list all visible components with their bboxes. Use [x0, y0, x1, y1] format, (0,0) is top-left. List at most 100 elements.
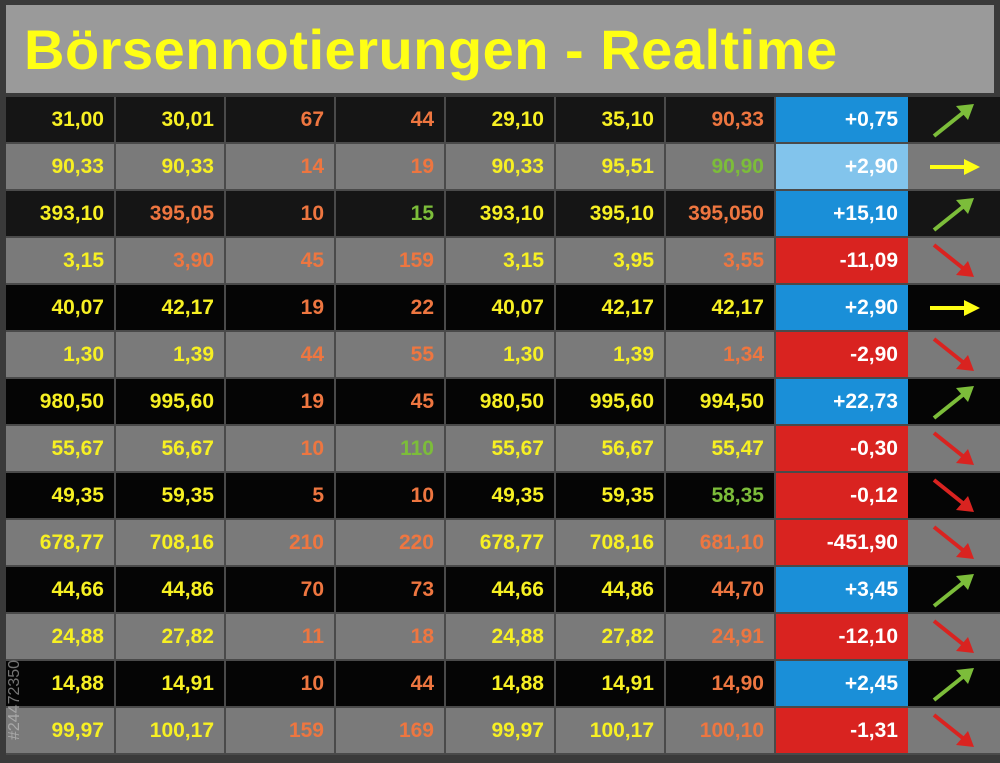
quote-cell: 3,15: [6, 238, 116, 285]
quote-cell: 14: [226, 144, 336, 191]
change-cell: -1,31: [776, 708, 908, 755]
quote-cell: 44,86: [556, 567, 666, 614]
quote-cell: 59,35: [556, 473, 666, 520]
table-row: 678,77 708,16 210 220 678,77 708,16 681,10 -451…: [6, 520, 1000, 567]
quote-cell: 3,55: [666, 238, 776, 285]
quote-cell: 31,00: [6, 97, 116, 144]
table-row: 49,35 59,35 5 10 49,35 59,35 58,35 -0,12: [6, 473, 1000, 520]
table-row: 31,00 30,01 67 44 29,10 35,10 90,33 +0,75: [6, 97, 1000, 144]
quote-cell: 44: [226, 332, 336, 379]
change-cell: -0,30: [776, 426, 908, 473]
quote-table: 31,00 30,01 67 44 29,10 35,10 90,33 +0,75 90,33 9…: [6, 97, 1000, 755]
quote-cell: 10: [336, 473, 446, 520]
quote-cell: 90,90: [666, 144, 776, 191]
quote-cell: 10: [226, 191, 336, 238]
trend-arrow-down-icon: [908, 708, 1000, 755]
change-cell: -2,90: [776, 332, 908, 379]
quote-cell: 70: [226, 567, 336, 614]
table-row: 90,33 90,33 14 19 90,33 95,51 90,90 +2,90: [6, 144, 1000, 191]
quote-cell: 42,17: [116, 285, 226, 332]
trend-arrow-up-icon: [908, 97, 1000, 144]
quote-cell: 99,97: [446, 708, 556, 755]
quote-cell: 42,17: [556, 285, 666, 332]
quote-cell: 1,39: [116, 332, 226, 379]
quote-cell: 1,30: [446, 332, 556, 379]
quote-cell: 100,10: [666, 708, 776, 755]
quote-cell: 44,86: [116, 567, 226, 614]
quote-cell: 90,33: [446, 144, 556, 191]
quote-cell: 681,10: [666, 520, 776, 567]
quote-cell: 67: [226, 97, 336, 144]
quote-cell: 14,88: [6, 661, 116, 708]
quote-cell: 395,050: [666, 191, 776, 238]
change-cell: +2,90: [776, 285, 908, 332]
table-row: 99,97 100,17 159 169 99,97 100,17 100,10 -1,31: [6, 708, 1000, 755]
quote-cell: 90,33: [6, 144, 116, 191]
quote-cell: 73: [336, 567, 446, 614]
trend-arrow-up-icon: [908, 567, 1000, 614]
quote-cell: 395,05: [116, 191, 226, 238]
quote-cell: 678,77: [446, 520, 556, 567]
quote-cell: 27,82: [116, 614, 226, 661]
quote-cell: 3,90: [116, 238, 226, 285]
quote-cell: 49,35: [6, 473, 116, 520]
quote-cell: 24,88: [446, 614, 556, 661]
quote-cell: 49,35: [446, 473, 556, 520]
change-cell: -12,10: [776, 614, 908, 661]
quote-cell: 393,10: [6, 191, 116, 238]
change-cell: +2,90: [776, 144, 908, 191]
quote-cell: 708,16: [116, 520, 226, 567]
change-cell: +3,45: [776, 567, 908, 614]
trend-arrow-right-icon: [908, 144, 1000, 191]
change-cell: +15,10: [776, 191, 908, 238]
side-id-text: #24472350: [6, 659, 23, 740]
quote-cell: 19: [226, 285, 336, 332]
quote-cell: 44: [336, 97, 446, 144]
trend-arrow-down-icon: [908, 614, 1000, 661]
quote-cell: 27,82: [556, 614, 666, 661]
table-row: 393,10 395,05 10 15 393,10 395,10 395,050 +15,1…: [6, 191, 1000, 238]
quote-cell: 14,91: [116, 661, 226, 708]
quote-cell: 24,91: [666, 614, 776, 661]
quote-cell: 56,67: [556, 426, 666, 473]
change-cell: -11,09: [776, 238, 908, 285]
trend-arrow-down-icon: [908, 473, 1000, 520]
quote-cell: 35,10: [556, 97, 666, 144]
quote-cell: 1,30: [6, 332, 116, 379]
trend-arrow-right-icon: [908, 285, 1000, 332]
quote-cell: 393,10: [446, 191, 556, 238]
table-row: 980,50 995,60 19 45 980,50 995,60 994,50 +22,73: [6, 379, 1000, 426]
title-bar: Börsennotierungen - Realtime: [6, 5, 994, 93]
quote-cell: 40,07: [446, 285, 556, 332]
quote-cell: 14,90: [666, 661, 776, 708]
quote-cell: 100,17: [116, 708, 226, 755]
quote-cell: 708,16: [556, 520, 666, 567]
quote-cell: 56,67: [116, 426, 226, 473]
quote-cell: 5: [226, 473, 336, 520]
quote-cell: 22: [336, 285, 446, 332]
quote-cell: 10: [226, 426, 336, 473]
table-row: 14,88 14,91 10 44 14,88 14,91 14,90 +2,45: [6, 661, 1000, 708]
change-cell: -0,12: [776, 473, 908, 520]
quote-cell: 90,33: [666, 97, 776, 144]
quote-cell: 100,17: [556, 708, 666, 755]
table-row: 40,07 42,17 19 22 40,07 42,17 42,17 +2,90: [6, 285, 1000, 332]
quote-cell: 18: [336, 614, 446, 661]
trend-arrow-down-icon: [908, 332, 1000, 379]
quote-cell: 45: [336, 379, 446, 426]
quote-cell: 210: [226, 520, 336, 567]
quote-cell: 3,95: [556, 238, 666, 285]
quote-cell: 169: [336, 708, 446, 755]
quote-cell: 159: [226, 708, 336, 755]
quote-cell: 58,35: [666, 473, 776, 520]
quote-cell: 44,66: [446, 567, 556, 614]
quote-cell: 10: [226, 661, 336, 708]
table-row: 55,67 56,67 10 110 55,67 56,67 55,47 -0,30: [6, 426, 1000, 473]
quote-cell: 24,88: [6, 614, 116, 661]
quote-cell: 15: [336, 191, 446, 238]
table-row: 24,88 27,82 11 18 24,88 27,82 24,91 -12,10: [6, 614, 1000, 661]
quote-cell: 995,60: [556, 379, 666, 426]
quote-cell: 980,50: [446, 379, 556, 426]
quote-cell: 995,60: [116, 379, 226, 426]
